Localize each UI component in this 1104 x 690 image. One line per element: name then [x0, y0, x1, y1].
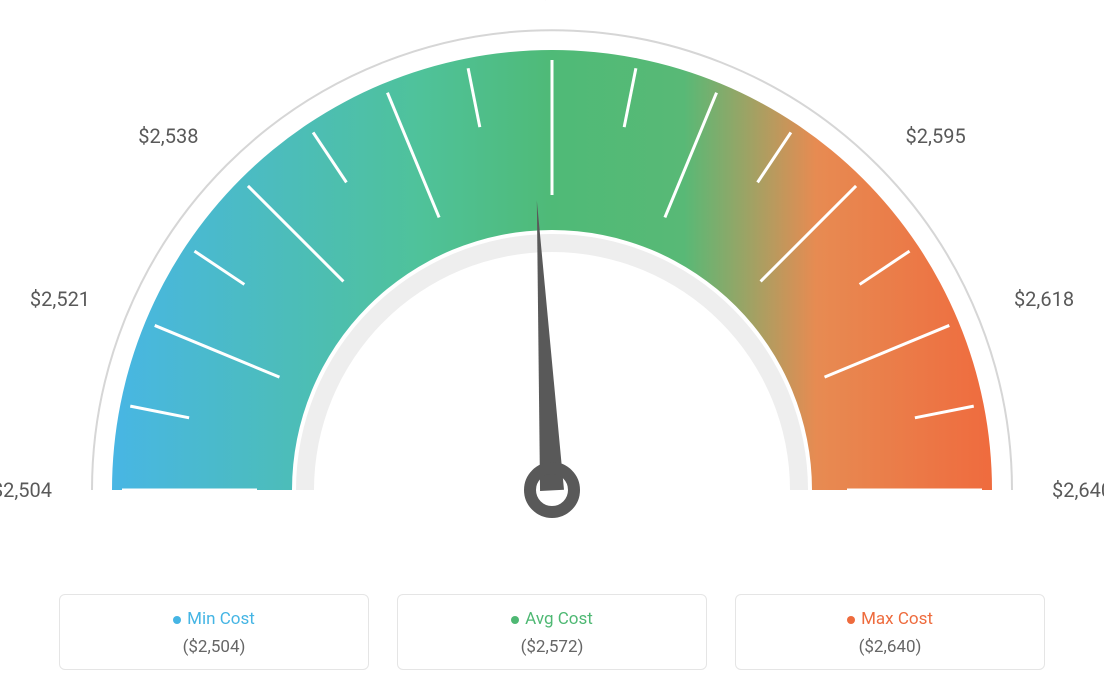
gauge-svg	[0, 0, 1104, 550]
gauge-tick-label: $2,504	[0, 478, 52, 502]
legend-title-max: Max Cost	[736, 609, 1044, 629]
legend-title-min-text: Min Cost	[187, 609, 255, 629]
legend-title-min: Min Cost	[60, 609, 368, 629]
legend-value-min: ($2,504)	[60, 637, 368, 657]
legend-title-avg-text: Avg Cost	[525, 609, 593, 629]
legend-card-avg: Avg Cost ($2,572)	[397, 594, 707, 670]
legend-row: Min Cost ($2,504) Avg Cost ($2,572) Max …	[0, 594, 1104, 670]
dot-icon	[847, 616, 855, 624]
gauge-tick-label: $2,595	[906, 124, 966, 148]
legend-card-max: Max Cost ($2,640)	[735, 594, 1045, 670]
legend-title-avg: Avg Cost	[398, 609, 706, 629]
dot-icon	[511, 616, 519, 624]
legend-title-max-text: Max Cost	[861, 609, 933, 629]
gauge-chart-container: $2,504 $2,521 $2,538 $2,572 $2,595 $2,618 $2,6…	[0, 0, 1104, 690]
gauge-area: $2,504 $2,521 $2,538 $2,572 $2,595 $2,618 $2,6…	[0, 0, 1104, 540]
gauge-tick-label: $2,521	[30, 287, 90, 311]
gauge-tick-label: $2,618	[1014, 287, 1074, 311]
legend-value-max: ($2,640)	[736, 637, 1044, 657]
gauge-tick-label: $2,640	[1052, 478, 1104, 502]
dot-icon	[173, 616, 181, 624]
legend-card-min: Min Cost ($2,504)	[59, 594, 369, 670]
legend-value-avg: ($2,572)	[398, 637, 706, 657]
gauge-tick-label: $2,572	[522, 0, 582, 2]
gauge-tick-label: $2,538	[138, 124, 198, 148]
